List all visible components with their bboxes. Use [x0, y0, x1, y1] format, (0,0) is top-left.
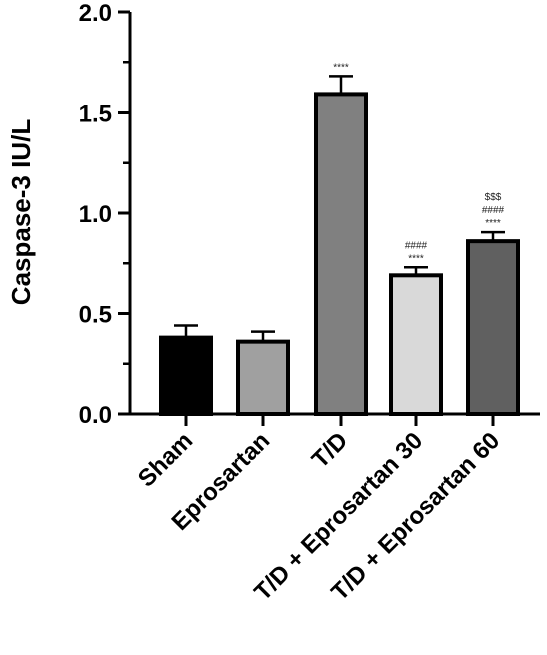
bar-group [161, 326, 211, 414]
bar-group: $$$ #### **** [468, 192, 518, 414]
significance-label: **** [485, 218, 501, 229]
x-tick-label: Sham [133, 427, 198, 492]
significance-label: **** [408, 253, 424, 264]
y-axis: 0.0 0.5 1.0 1.5 2.0 [79, 0, 130, 429]
bar [161, 338, 211, 414]
y-tick-label: 2.0 [79, 0, 112, 27]
bar-group: **** [316, 62, 366, 414]
significance-label: **** [333, 62, 349, 73]
y-tick-label: 0.5 [79, 302, 112, 329]
bars: **** #### **** $$$ #### **** [161, 62, 518, 414]
significance-label: #### [482, 205, 505, 216]
bar-group [238, 332, 288, 414]
bar [316, 94, 366, 414]
y-tick-label: 1.0 [79, 201, 112, 228]
y-tick-label: 1.5 [79, 101, 112, 128]
x-tick-label: T/D [307, 427, 353, 473]
bar-group: #### **** [391, 240, 441, 414]
bar [391, 275, 441, 414]
significance-label: $$$ [485, 192, 502, 203]
bar [468, 241, 518, 414]
bar [238, 342, 288, 414]
y-axis-label: Caspase-3 IU/L [6, 119, 36, 306]
y-tick-label: 0.0 [79, 402, 112, 429]
significance-label: #### [405, 240, 428, 251]
